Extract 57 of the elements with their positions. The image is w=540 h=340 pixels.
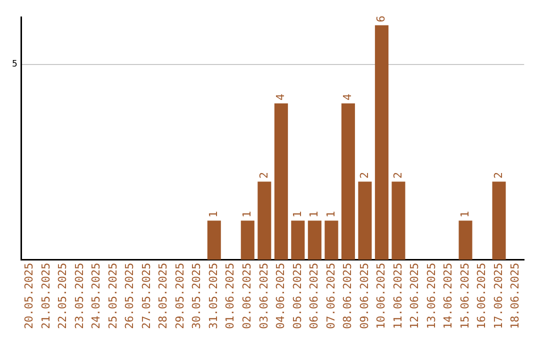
- data-label: 6: [374, 16, 388, 22]
- x-tick-label: 17.06.2025: [492, 262, 505, 330]
- data-label: 4: [341, 93, 354, 100]
- data-label: 1: [290, 211, 304, 218]
- x-tick-label: 30.05.2025: [190, 262, 204, 330]
- x-tick-label: 15.06.2025: [458, 262, 472, 330]
- bar: [492, 182, 506, 260]
- x-tick-label: 03.06.2025: [257, 262, 270, 330]
- x-tick-label: 20.05.2025: [22, 262, 36, 330]
- x-tick-label: 10.06.2025: [374, 262, 388, 330]
- bar: [341, 103, 355, 260]
- bar: [324, 220, 338, 260]
- x-tick-label: 23.05.2025: [72, 262, 86, 330]
- bar: [291, 220, 305, 260]
- x-tick-label: 05.06.2025: [290, 262, 304, 330]
- x-tick-label: 02.06.2025: [240, 262, 254, 330]
- x-tick-label: 01.06.2025: [224, 262, 237, 330]
- x-tick-label: 25.05.2025: [106, 262, 120, 330]
- data-label: 1: [240, 211, 254, 218]
- x-tick-label: 18.06.2025: [508, 262, 522, 330]
- x-tick-label: 07.06.2025: [324, 262, 338, 330]
- data-label: 2: [391, 172, 404, 179]
- bar: [258, 182, 272, 260]
- x-tick-label: 28.05.2025: [156, 262, 170, 330]
- x-tick-label: 22.05.2025: [56, 262, 70, 330]
- x-tick-label: 12.06.2025: [408, 262, 422, 330]
- data-label: 1: [324, 211, 338, 218]
- data-label: 1: [308, 211, 321, 218]
- x-tick-label: 26.05.2025: [123, 262, 136, 330]
- data-label: 2: [257, 172, 270, 179]
- bar: [458, 220, 472, 260]
- x-tick-label: 27.05.2025: [140, 262, 153, 330]
- data-label: 4: [274, 93, 288, 100]
- bar: [374, 25, 388, 260]
- bar: [308, 220, 322, 260]
- x-tick-label: 31.05.2025: [206, 262, 220, 330]
- x-tick-label: 14.06.2025: [442, 262, 455, 330]
- x-tick-label: 09.06.2025: [358, 262, 371, 330]
- x-tick-label: 29.05.2025: [173, 262, 186, 330]
- x-tick-label: 04.06.2025: [274, 262, 288, 330]
- x-tick-label: 13.06.2025: [424, 262, 438, 330]
- x-tick-label: 16.06.2025: [475, 262, 488, 330]
- y-tick-label: 5: [12, 60, 18, 70]
- bar: [392, 182, 406, 260]
- x-tick-label: 24.05.2025: [90, 262, 103, 330]
- x-tick-label: 08.06.2025: [341, 262, 354, 330]
- data-label: 2: [358, 172, 371, 179]
- bar: [358, 182, 372, 260]
- data-label: 1: [206, 211, 220, 218]
- data-label: 1: [458, 211, 472, 218]
- x-tick-label: 06.06.2025: [308, 262, 321, 330]
- bar: [240, 220, 254, 260]
- bar: [207, 220, 221, 260]
- x-tick-label: 21.05.2025: [39, 262, 52, 330]
- x-tick-label: 11.06.2025: [391, 262, 404, 330]
- data-label: 2: [492, 172, 505, 179]
- bar: [274, 103, 288, 260]
